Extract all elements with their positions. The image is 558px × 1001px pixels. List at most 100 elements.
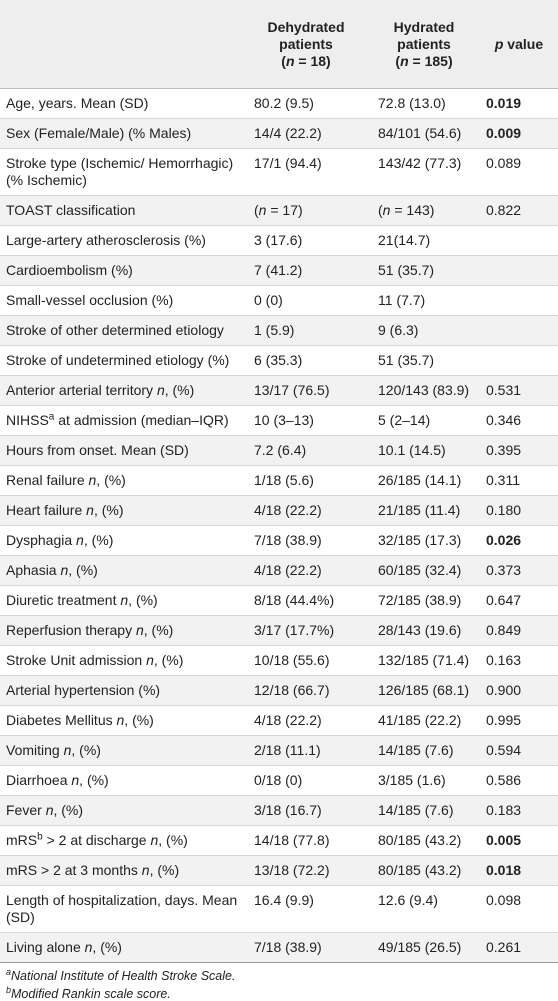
table-row: Age, years. Mean (SD) 80.2 (9.5) 72.8 (13.…: [0, 88, 558, 119]
row-label: Diarrhoea n, (%): [0, 765, 244, 796]
row-dehydrated-value: 4/18 (22.2): [244, 555, 368, 586]
table-row: Stroke type (Ischemic/ Hemorrhagic) (% I…: [0, 148, 558, 196]
row-p-value: 0.098: [480, 885, 558, 933]
table-row: Dysphagia n, (%) 7/18 (38.9) 32/185 (17.3)…: [0, 525, 558, 556]
row-dehydrated-value: 7 (41.2): [244, 255, 368, 286]
row-hydrated-value: 28/143 (19.6): [368, 615, 480, 646]
row-label: NIHSSa at admission (median–IQR): [0, 405, 244, 436]
header-variable: [0, 0, 244, 89]
row-p-value: 0.019: [480, 88, 558, 119]
row-hydrated-value: 72/185 (38.9): [368, 585, 480, 616]
row-hydrated-value: 72.8 (13.0): [368, 88, 480, 119]
row-label: Diuretic treatment n, (%): [0, 585, 244, 616]
row-dehydrated-value: (n = 17): [244, 195, 368, 226]
table-row: Reperfusion therapy n, (%) 3/17 (17.7%) 28…: [0, 615, 558, 646]
data-table: Dehydrated patients (n = 18) Hydrated pa…: [0, 0, 558, 963]
table-row: Hours from onset. Mean (SD) 7.2 (6.4) 10.1…: [0, 435, 558, 466]
footnote-a-text: National Institute of Health Stroke Scal…: [11, 969, 236, 983]
row-p-value: [480, 315, 558, 346]
table-row: mRS > 2 at 3 months n, (%) 13/18 (72.2) 80…: [0, 855, 558, 886]
row-p-value: [480, 225, 558, 256]
row-hydrated-value: 14/185 (7.6): [368, 735, 480, 766]
row-p-value: 0.395: [480, 435, 558, 466]
header-p-value: p value: [480, 0, 558, 89]
row-p-value: 0.586: [480, 765, 558, 796]
row-p-value: [480, 345, 558, 376]
header-hydrated-line1: Hydrated: [393, 18, 455, 35]
table-row: Small-vessel occlusion (%) 0 (0) 11 (7.7): [0, 285, 558, 316]
row-p-value: 0.089: [480, 148, 558, 196]
row-p-value: 0.822: [480, 195, 558, 226]
row-label: Aphasia n, (%): [0, 555, 244, 586]
row-dehydrated-value: 0/18 (0): [244, 765, 368, 796]
row-dehydrated-value: 7/18 (38.9): [244, 932, 368, 963]
row-dehydrated-value: 8/18 (44.4%): [244, 585, 368, 616]
row-label: mRSb > 2 at discharge n, (%): [0, 825, 244, 856]
row-hydrated-value: 126/185 (68.1): [368, 675, 480, 706]
row-label: Dysphagia n, (%): [0, 525, 244, 556]
row-label: Cardioembolism (%): [0, 255, 244, 286]
row-dehydrated-value: 3/17 (17.7%): [244, 615, 368, 646]
table-row: NIHSSa at admission (median–IQR) 10 (3–13…: [0, 405, 558, 436]
row-dehydrated-value: 13/17 (76.5): [244, 375, 368, 406]
row-label: Small-vessel occlusion (%): [0, 285, 244, 316]
table-row: Length of hospitalization, days. Mean (S…: [0, 885, 558, 933]
row-dehydrated-value: 1 (5.9): [244, 315, 368, 346]
row-hydrated-value: 11 (7.7): [368, 285, 480, 316]
table-row: Aphasia n, (%) 4/18 (22.2) 60/185 (32.4) 0.…: [0, 555, 558, 586]
row-p-value: 0.018: [480, 855, 558, 886]
header-row: Dehydrated patients (n = 18) Hydrated pa…: [0, 0, 558, 89]
row-hydrated-value: 80/185 (43.2): [368, 855, 480, 886]
row-p-value: 0.531: [480, 375, 558, 406]
row-p-value: [480, 255, 558, 286]
row-p-value: 0.594: [480, 735, 558, 766]
row-hydrated-value: 5 (2–14): [368, 405, 480, 436]
row-dehydrated-value: 12/18 (66.7): [244, 675, 368, 706]
row-label: Hours from onset. Mean (SD): [0, 435, 244, 466]
row-dehydrated-value: 14/4 (22.2): [244, 118, 368, 149]
row-label: Sex (Female/Male) (% Males): [0, 118, 244, 149]
row-hydrated-value: 12.6 (9.4): [368, 885, 480, 933]
row-dehydrated-value: 7/18 (38.9): [244, 525, 368, 556]
row-hydrated-value: 143/42 (77.3): [368, 148, 480, 196]
table-row: TOAST classification (n = 17) (n = 143) 0.8…: [0, 195, 558, 226]
table-row: Stroke Unit admission n, (%) 10/18 (55.6)…: [0, 645, 558, 676]
row-hydrated-value: 51 (35.7): [368, 345, 480, 376]
row-dehydrated-value: 3/18 (16.7): [244, 795, 368, 826]
table-row: Stroke of other determined etiology 1 (5.…: [0, 315, 558, 346]
row-label: Stroke of other determined etiology: [0, 315, 244, 346]
row-label: Stroke Unit admission n, (%): [0, 645, 244, 676]
row-hydrated-value: 9 (6.3): [368, 315, 480, 346]
table-row: Cardioembolism (%) 7 (41.2) 51 (35.7): [0, 255, 558, 286]
row-dehydrated-value: 80.2 (9.5): [244, 88, 368, 119]
table-row: Large-artery atherosclerosis (%) 3 (17.6)…: [0, 225, 558, 256]
table-row: Arterial hypertension (%) 12/18 (66.7) 126…: [0, 675, 558, 706]
row-label: Anterior arterial territory n, (%): [0, 375, 244, 406]
table-row: Heart failure n, (%) 4/18 (22.2) 21/185 (1…: [0, 495, 558, 526]
row-p-value: 0.163: [480, 645, 558, 676]
table-body: Age, years. Mean (SD) 80.2 (9.5) 72.8 (13.…: [0, 88, 558, 963]
row-dehydrated-value: 1/18 (5.6): [244, 465, 368, 496]
row-label: Fever n, (%): [0, 795, 244, 826]
row-p-value: 0.346: [480, 405, 558, 436]
table-row: Anterior arterial territory n, (%) 13/17 …: [0, 375, 558, 406]
table-row: Diarrhoea n, (%) 0/18 (0) 3/185 (1.6) 0.586: [0, 765, 558, 796]
row-dehydrated-value: 4/18 (22.2): [244, 495, 368, 526]
row-hydrated-value: 32/185 (17.3): [368, 525, 480, 556]
row-hydrated-value: 10.1 (14.5): [368, 435, 480, 466]
table-row: Vomiting n, (%) 2/18 (11.1) 14/185 (7.6) 0.…: [0, 735, 558, 766]
row-label: Length of hospitalization, days. Mean (S…: [0, 885, 244, 933]
table-row: Diabetes Mellitus n, (%) 4/18 (22.2) 41/18…: [0, 705, 558, 736]
footnote-b-mark: b: [6, 984, 12, 995]
row-p-value: 0.180: [480, 495, 558, 526]
row-hydrated-value: 132/185 (71.4): [368, 645, 480, 676]
table-row: Sex (Female/Male) (% Males) 14/4 (22.2) 84…: [0, 118, 558, 149]
row-p-value: [480, 285, 558, 316]
table-row: Stroke of undetermined etiology (%) 6 (35…: [0, 345, 558, 376]
row-hydrated-value: 41/185 (22.2): [368, 705, 480, 736]
table-row: Fever n, (%) 3/18 (16.7) 14/185 (7.6) 0.183: [0, 795, 558, 826]
row-dehydrated-value: 0 (0): [244, 285, 368, 316]
row-hydrated-value: 3/185 (1.6): [368, 765, 480, 796]
row-dehydrated-value: 13/18 (72.2): [244, 855, 368, 886]
